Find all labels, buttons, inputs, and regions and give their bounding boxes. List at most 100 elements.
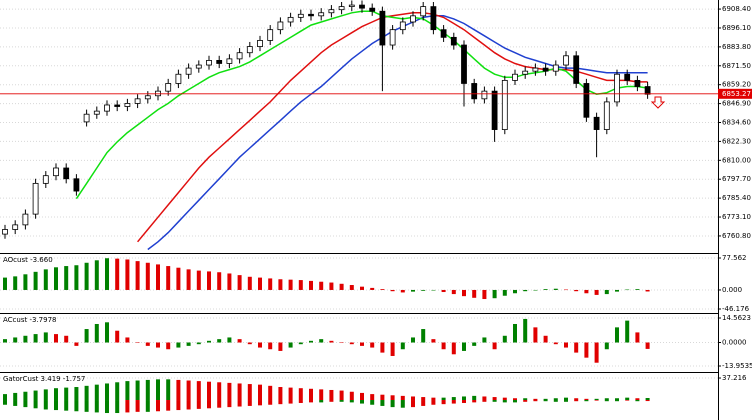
histogram-bar — [553, 400, 558, 402]
histogram-bar — [472, 289, 477, 298]
histogram-bar — [380, 394, 385, 401]
histogram-bar — [145, 379, 150, 401]
y-tick-label: 77.562 — [722, 254, 747, 262]
histogram-bar — [339, 400, 344, 402]
histogram-bar — [625, 397, 630, 401]
histogram-bar — [166, 379, 171, 401]
histogram-bar — [94, 260, 99, 290]
histogram-bar — [421, 397, 426, 401]
y-tick-label: 6908.40 — [722, 5, 751, 13]
candle-body — [93, 110, 100, 115]
histogram-bar — [533, 327, 538, 343]
histogram-bar — [217, 382, 222, 401]
histogram-bar — [278, 387, 283, 401]
candle-body — [114, 104, 121, 107]
histogram-bar — [380, 342, 385, 353]
histogram-bar — [564, 397, 568, 401]
histogram-bar — [513, 289, 517, 294]
histogram-bar — [64, 266, 69, 290]
histogram-bar — [543, 289, 548, 290]
histogram-bar — [268, 400, 273, 405]
histogram-bar — [645, 289, 650, 292]
histogram-bar — [431, 289, 436, 291]
histogram-bar — [370, 287, 375, 290]
histogram-bar — [64, 335, 69, 343]
candle-body — [359, 4, 365, 9]
candle-body — [430, 6, 437, 31]
histogram-bar — [74, 387, 79, 401]
candle-body — [481, 90, 488, 100]
y-tick-label: 6846.90 — [722, 100, 751, 108]
candle-body — [206, 60, 212, 66]
signal-arrow — [650, 96, 666, 109]
histogram-bar — [247, 276, 252, 290]
histogram-bar — [268, 278, 273, 290]
histogram-bar — [74, 342, 79, 346]
histogram-bar — [227, 400, 232, 408]
histogram-bar — [441, 400, 446, 405]
histogram-bar — [349, 342, 354, 345]
histogram-bar — [84, 400, 89, 412]
histogram-bar — [370, 342, 375, 348]
candle-body — [63, 167, 70, 180]
candle-body — [73, 178, 80, 192]
histogram-bar — [543, 398, 548, 401]
candle-body — [491, 90, 498, 130]
candle-body — [603, 101, 610, 130]
histogram-bar — [23, 400, 28, 408]
histogram-bar — [288, 342, 293, 348]
histogram-bar — [54, 400, 58, 411]
histogram-bar — [635, 398, 640, 401]
histogram-bar — [625, 400, 630, 401]
histogram-bar — [553, 342, 558, 345]
histogram-bar — [594, 398, 599, 401]
histogram-bar — [441, 342, 446, 350]
histogram-bar — [339, 283, 344, 290]
histogram-bar — [360, 400, 364, 404]
histogram-bar — [227, 273, 232, 290]
candle-body — [542, 67, 549, 72]
histogram-bar — [43, 400, 48, 410]
candle-body — [195, 64, 202, 69]
histogram-bar — [176, 267, 181, 290]
histogram-bar — [594, 400, 599, 401]
histogram-bar — [472, 395, 477, 401]
histogram-bar — [533, 289, 538, 291]
histogram-bar — [553, 398, 558, 401]
histogram-bar — [186, 342, 191, 346]
histogram-bar — [574, 400, 579, 402]
candle-body — [552, 64, 559, 72]
histogram-bar — [227, 382, 232, 401]
histogram-bar — [258, 277, 262, 290]
histogram-bar — [217, 272, 222, 290]
histogram-bar — [298, 280, 303, 290]
histogram-bar — [74, 265, 79, 290]
histogram-bar — [319, 389, 324, 401]
histogram-bar — [105, 322, 109, 343]
histogram-bar — [564, 400, 568, 402]
histogram-bar — [604, 342, 609, 350]
histogram-bar — [105, 258, 109, 290]
histogram-bar — [349, 400, 354, 403]
panel-title: AOcust -3.660 — [3, 256, 53, 264]
histogram-bar — [278, 400, 283, 405]
histogram-bar — [13, 392, 18, 401]
histogram-bar — [288, 279, 293, 290]
histogram-bar — [329, 389, 334, 401]
histogram-bar — [247, 342, 252, 345]
candle-body — [42, 175, 49, 184]
histogram-bar — [186, 380, 191, 401]
histogram-bar — [125, 259, 130, 290]
candle-body — [226, 58, 233, 64]
histogram-bar — [94, 323, 99, 343]
histogram-bar — [237, 400, 242, 407]
histogram-bar — [115, 258, 120, 290]
candle-body — [450, 36, 457, 46]
histogram-bar — [3, 400, 7, 405]
histogram-bar — [462, 342, 466, 351]
histogram-bar — [574, 289, 579, 292]
histogram-bar — [247, 384, 252, 401]
histogram-bar — [105, 400, 109, 414]
candle-body — [277, 21, 284, 31]
histogram-bar — [309, 280, 313, 290]
